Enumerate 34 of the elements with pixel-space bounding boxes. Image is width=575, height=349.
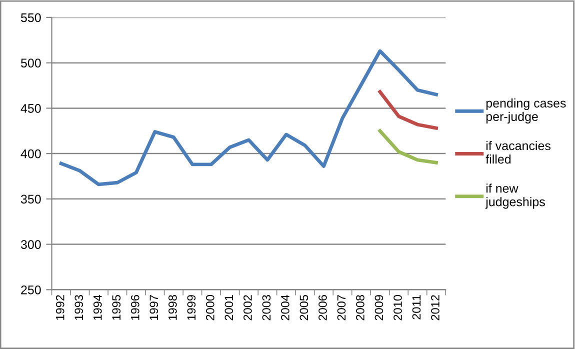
x-tick-label: 1992: [56, 295, 64, 320]
y-tick-label: 500: [20, 58, 41, 68]
x-tick-label: 2011: [412, 295, 421, 320]
x-tick-label: 1995: [112, 295, 121, 320]
legend-label: if new judgeships: [485, 184, 545, 209]
y-tick-label: 250: [21, 285, 41, 294]
x-tick-label: 2004: [281, 294, 290, 320]
x-tick-label: 2006: [318, 295, 327, 320]
legend-label: pending cases per-judge: [486, 98, 566, 124]
y-tick-label: 550: [20, 13, 41, 22]
x-tick-label: 1998: [168, 295, 177, 320]
x-tick-label: 2002: [243, 295, 252, 320]
x-tick-label: 2009: [374, 295, 384, 320]
line-series: [59, 49, 438, 186]
x-tick-label: 1996: [130, 295, 140, 320]
x-tick-label: 2000: [206, 294, 214, 320]
x-tick-label: 2003: [262, 295, 271, 320]
y-tick-label: 350: [20, 194, 41, 204]
x-tick-label: 2005: [300, 295, 308, 320]
y-tick-label: 400: [20, 149, 41, 158]
x-tick-label: 1999: [187, 295, 196, 320]
x-tick-label: 2010: [394, 294, 402, 320]
x-tick-label: 1997: [150, 295, 158, 320]
x-tick-label: 2012: [431, 295, 440, 320]
y-tick-label: 300: [20, 240, 41, 249]
x-tick-label: 2001: [224, 295, 234, 320]
y-tick-label: 450: [20, 104, 41, 113]
x-tick-label: 2008: [356, 295, 364, 320]
x-tick-label: 1994: [93, 294, 102, 320]
x-tick-label: 1993: [74, 295, 84, 320]
line-series: [378, 90, 438, 130]
legend-label: if vacancies filled: [486, 141, 550, 164]
x-tick-label: 2007: [337, 295, 346, 320]
line-series: [378, 129, 438, 164]
